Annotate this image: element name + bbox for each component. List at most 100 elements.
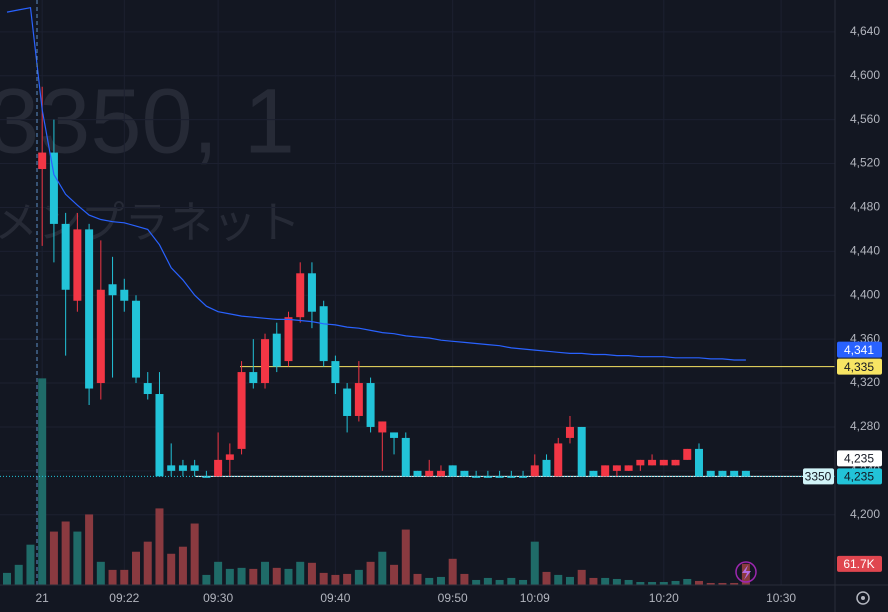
candle-body <box>214 459 223 477</box>
volume-bar <box>202 574 211 585</box>
vwap-line <box>6 6 746 361</box>
y-tick-label: 4,280 <box>850 419 880 433</box>
volume-bar <box>683 578 692 585</box>
volume-bar <box>624 579 633 585</box>
level-badge <box>837 358 882 375</box>
candle-body <box>624 465 633 471</box>
x-tick-label: 09:30 <box>203 591 233 605</box>
volume-bar <box>694 580 703 585</box>
volume-bar <box>61 521 70 585</box>
x-tick-label: 10:20 <box>649 591 679 605</box>
candle-body <box>542 459 551 477</box>
x-tick-label: 10:30 <box>766 591 796 605</box>
volume-bar <box>178 546 187 585</box>
candle-body <box>706 470 715 477</box>
watermark-symbol: 3350, 1 <box>0 70 295 172</box>
volume-bar <box>272 567 281 585</box>
volume-bar <box>38 378 47 585</box>
volume-bar <box>214 561 223 585</box>
volume-bar <box>472 579 481 585</box>
volume-bar <box>49 531 58 585</box>
settings-icon[interactable] <box>856 591 870 605</box>
candle-body <box>413 470 422 477</box>
candle-body <box>190 465 199 471</box>
y-tick-label: 4,560 <box>850 112 880 126</box>
volume-bar <box>601 577 610 585</box>
candle-body <box>730 470 739 477</box>
volume-bar <box>565 576 574 585</box>
candle-body <box>519 476 528 478</box>
volume-bar <box>237 567 246 585</box>
volume-bar <box>284 568 293 585</box>
volume-bar <box>706 582 715 585</box>
candle-body <box>401 437 410 477</box>
volume-bar <box>460 573 469 585</box>
y-tick-label: 4,520 <box>850 156 880 170</box>
y-tick-label: 4,400 <box>850 287 880 301</box>
alert-icon[interactable] <box>735 561 757 583</box>
candle-body <box>49 152 58 224</box>
candle-body <box>425 470 434 477</box>
candle-body <box>554 443 563 477</box>
volume-bar <box>519 579 528 585</box>
volume-bar <box>3 572 11 585</box>
candle-body <box>284 317 293 362</box>
candle-body <box>436 470 445 477</box>
volume-bar <box>14 564 23 585</box>
candle-body <box>483 476 492 478</box>
candle-body <box>120 289 129 301</box>
volume-bar <box>401 529 410 585</box>
vwap-badge-text: 4,341 <box>844 343 874 357</box>
candle-body <box>390 432 399 438</box>
volume-bar <box>390 564 399 585</box>
volume-bar <box>261 561 270 585</box>
candle-body <box>741 470 750 477</box>
candle-body <box>495 476 504 478</box>
volume-bar <box>155 508 164 585</box>
candle-body <box>507 476 516 478</box>
volume-bar <box>648 581 657 585</box>
candle-body <box>472 476 481 478</box>
candle-body <box>589 470 598 477</box>
volume-bar <box>108 569 117 585</box>
volume-bar <box>366 561 375 585</box>
volume-badge-text: 61.7K <box>843 557 874 571</box>
plot <box>0 0 835 585</box>
volume-bar <box>96 561 105 585</box>
y-tick-label: 4,440 <box>850 244 880 258</box>
candle-body <box>659 459 668 466</box>
volume-bar <box>296 561 305 585</box>
x-tick-label: 09:50 <box>438 591 468 605</box>
vwap-badge <box>837 341 882 358</box>
volume-bar <box>542 571 551 585</box>
candle-body <box>178 465 187 471</box>
volume-bar <box>307 562 316 585</box>
y-tick-label: 4,640 <box>850 24 880 38</box>
candle-body <box>85 229 94 389</box>
candle-body <box>378 421 387 433</box>
candle-body <box>96 289 105 384</box>
volume-bar <box>132 551 141 585</box>
volume-bar <box>249 568 258 585</box>
volume-bar <box>636 581 645 585</box>
y-tick-label: 4,480 <box>850 200 880 214</box>
volume-bar <box>413 573 422 585</box>
candle-body <box>460 470 469 477</box>
candle-body <box>38 152 47 170</box>
volume-bar <box>120 569 129 585</box>
volume-bar <box>483 577 492 585</box>
x-tick-label: 09:40 <box>320 591 350 605</box>
candle-body <box>343 388 352 416</box>
x-tick-label: 09:22 <box>109 591 139 605</box>
candle-body <box>132 300 141 378</box>
candle-body <box>319 306 328 362</box>
volume-bar <box>448 558 457 585</box>
volume-bar <box>354 569 363 585</box>
volume-bar <box>343 573 352 585</box>
candle-body <box>249 372 258 384</box>
candle-body <box>354 383 363 416</box>
volume-bar <box>730 582 739 585</box>
